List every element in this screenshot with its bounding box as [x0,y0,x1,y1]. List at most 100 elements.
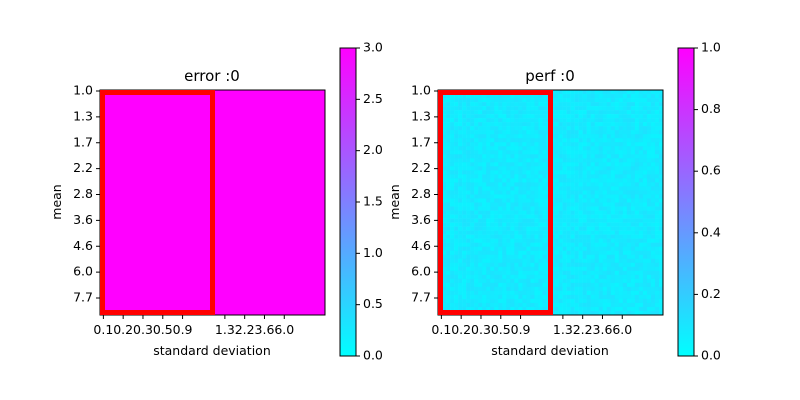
heatmap-cell [530,110,535,115]
heatmap-cell [598,194,604,199]
heatmap-cell [526,114,531,119]
heatmap-cell [538,114,543,119]
heatmap-cell [610,278,616,284]
heatmap-cell [486,306,491,312]
heatmap-cell [586,162,591,167]
heatmap-cell [498,150,503,155]
error-x-tick-label: 0.1 [93,322,113,337]
heatmap-cell [454,290,459,296]
heatmap-cell [478,194,483,199]
heatmap-cell [454,102,459,107]
heatmap-cell [638,206,644,211]
heatmap-cell [570,182,575,187]
heatmap-cell [482,102,487,107]
heatmap-cell [510,270,515,276]
heatmap-cell [522,290,527,296]
heatmap-cell [566,198,571,203]
heatmap-cell [502,246,507,252]
heatmap-cell [498,102,503,107]
heatmap-cell [462,106,467,111]
heatmap-cell [618,110,624,115]
heatmap-cell [618,250,624,256]
heatmap-cell [458,206,463,211]
heatmap-cell [630,310,636,316]
heatmap-cell [626,222,632,227]
heatmap-cell [450,258,455,264]
heatmap-cell [542,194,547,199]
heatmap-cell [650,186,656,191]
heatmap-cell [482,194,487,199]
heatmap-cell [622,286,628,292]
heatmap-cell [586,146,591,151]
heatmap-cell [482,106,487,111]
heatmap-cell [630,262,636,268]
heatmap-cell [590,202,595,207]
heatmap-cell [586,154,591,159]
heatmap-cell [646,238,652,243]
heatmap-cell [654,298,660,304]
error-y-tick-label: 1.0 [73,83,93,98]
heatmap-cell [450,206,455,211]
heatmap-cell [594,134,600,139]
heatmap-cell [566,262,571,268]
heatmap-cell [618,274,624,280]
heatmap-cell [494,262,499,268]
heatmap-cell [446,194,451,199]
heatmap-cell [618,230,624,235]
heatmap-cell [586,242,591,247]
heatmap-cell [534,110,539,115]
heatmap-cell [490,98,495,103]
heatmap-cell [602,262,608,268]
heatmap-cell [462,166,467,171]
heatmap-cell [442,126,447,131]
heatmap-cell [610,114,616,119]
heatmap-cell [530,302,535,308]
heatmap-cell [522,242,527,247]
heatmap-cell [594,138,600,143]
heatmap-cell [650,170,656,175]
heatmap-cell [558,246,563,252]
heatmap-cell [498,190,503,195]
heatmap-cell [554,218,559,223]
heatmap-cell [474,274,479,280]
heatmap-cell [586,206,591,211]
heatmap-cell [490,302,495,308]
heatmap-cell [518,186,523,191]
heatmap-cell [494,198,499,203]
heatmap-cell [538,282,543,288]
heatmap-cell [590,154,595,159]
heatmap-cell [562,110,567,115]
heatmap-cell [518,226,523,231]
heatmap-cell [558,250,563,256]
heatmap-cell [454,146,459,151]
heatmap-cell [570,282,575,288]
heatmap-cell [474,174,479,179]
heatmap-cell [514,186,519,191]
heatmap-cell [558,134,563,139]
heatmap-cell [574,270,579,276]
heatmap-cell [606,110,612,115]
heatmap-cell [498,302,503,308]
heatmap-cell [542,290,547,296]
heatmap-cell [610,178,616,183]
heatmap-cell [634,90,640,95]
heatmap-cell [490,266,495,272]
heatmap-cell [606,150,612,155]
heatmap-cell [582,286,587,292]
heatmap-cell [582,262,587,268]
heatmap-cell [470,266,475,272]
heatmap-cell [630,166,636,171]
heatmap-cell [626,258,632,264]
heatmap-cell [618,258,624,264]
heatmap-cell [494,166,499,171]
heatmap-cell [606,278,612,284]
heatmap-cell [634,138,640,143]
heatmap-cell [590,114,595,119]
heatmap-cell [586,186,591,191]
heatmap-cell [526,298,531,304]
heatmap-cell [646,274,652,280]
heatmap-cell [474,302,479,308]
heatmap-cell [618,214,624,219]
heatmap-cell [654,126,660,131]
heatmap-cell [634,234,640,239]
